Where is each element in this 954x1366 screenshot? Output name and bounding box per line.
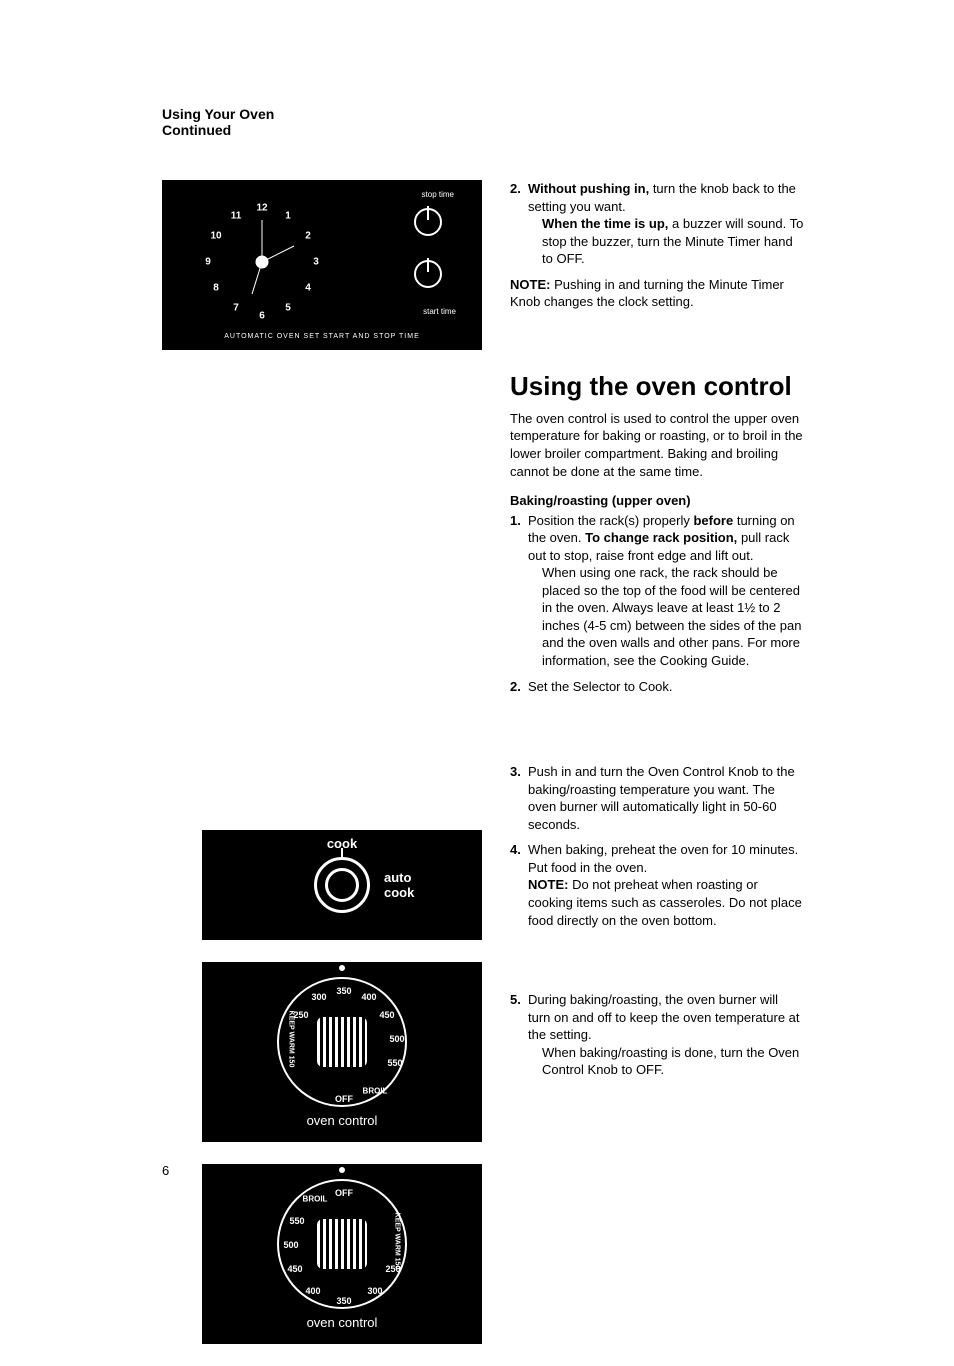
start-time-knob-icon bbox=[414, 260, 442, 288]
oven-control-dial-off-illustration: OFF BROIL 550 500 450 400 350 300 250 KE… bbox=[202, 1164, 482, 1344]
bake-steps-3-4: 3. Push in and turn the Oven Control Kno… bbox=[510, 763, 804, 929]
oven-dial-off-caption: oven control bbox=[307, 1315, 378, 1330]
cook-knob-icon bbox=[314, 857, 370, 913]
stop-time-knob-icon bbox=[414, 208, 442, 236]
timer-knobs-icon bbox=[414, 208, 442, 312]
bake-steps-5: 5. During baking/roasting, the oven burn… bbox=[510, 991, 804, 1079]
left-column: 12 1 2 3 4 5 6 7 8 9 10 11 stop time sta… bbox=[162, 180, 482, 1366]
content-columns: 12 1 2 3 4 5 6 7 8 9 10 11 stop time sta… bbox=[162, 180, 804, 1366]
oven-control-dial-top-illustration: 350 300 400 250 450 500 550 BROIL OFF KE… bbox=[202, 962, 482, 1142]
header-line1: Using Your Oven bbox=[162, 106, 804, 122]
section-title: Using the oven control bbox=[510, 369, 804, 404]
section-intro: The oven control is used to control the … bbox=[510, 410, 804, 480]
step-3: 3. Push in and turn the Oven Control Kno… bbox=[510, 763, 804, 833]
bake-steps: 1. Position the rack(s) properly before … bbox=[510, 512, 804, 695]
step-5-indent: When baking/roasting is done, turn the O… bbox=[542, 1044, 804, 1079]
timer-continued-steps: 2. Without pushing in, turn the knob bac… bbox=[510, 180, 804, 268]
clock-timer-illustration: 12 1 2 3 4 5 6 7 8 9 10 11 stop time sta… bbox=[162, 180, 482, 350]
cook-selector-illustration: cook auto cook bbox=[202, 830, 482, 940]
cook-label-right: auto cook bbox=[384, 870, 414, 900]
step-2-indent: When the time is up, a buzzer will sound… bbox=[542, 215, 804, 268]
page-header: Using Your Oven Continued bbox=[162, 106, 804, 138]
stop-time-label: stop time bbox=[422, 190, 454, 199]
header-line2: Continued bbox=[162, 122, 804, 138]
right-column: 2. Without pushing in, turn the knob bac… bbox=[510, 180, 804, 1366]
oven-dial-icon: 350 300 400 250 450 500 550 BROIL OFF KE… bbox=[277, 977, 407, 1107]
page-number: 6 bbox=[162, 1163, 169, 1178]
step-1-indent: When using one rack, the rack should be … bbox=[542, 564, 804, 669]
oven-dial-caption: oven control bbox=[307, 1113, 378, 1128]
step-2: 2. Without pushing in, turn the knob bac… bbox=[510, 180, 804, 268]
clock-face-icon: 12 1 2 3 4 5 6 7 8 9 10 11 bbox=[202, 202, 322, 322]
start-time-label: start time bbox=[423, 307, 456, 316]
step-1: 1. Position the rack(s) properly before … bbox=[510, 512, 804, 670]
clock-caption: AUTOMATIC OVEN SET START AND STOP TIME bbox=[162, 333, 482, 340]
oven-dial-off-icon: OFF BROIL 550 500 450 400 350 300 250 KE… bbox=[277, 1179, 407, 1309]
step-4: 4. When baking, preheat the oven for 10 … bbox=[510, 841, 804, 929]
bake-roast-heading: Baking/roasting (upper oven) bbox=[510, 492, 804, 510]
step-5: 5. During baking/roasting, the oven burn… bbox=[510, 991, 804, 1079]
timer-note: NOTE: Pushing in and turning the Minute … bbox=[510, 276, 804, 311]
step-2b: 2. Set the Selector to Cook. bbox=[510, 678, 804, 696]
